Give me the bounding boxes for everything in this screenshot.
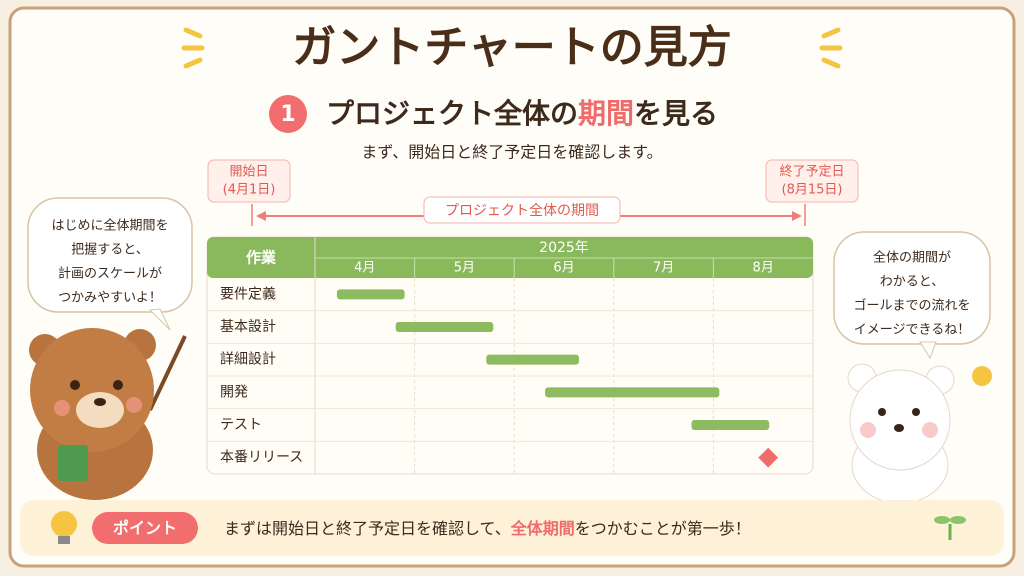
bubble-line: イメージできるね！ — [854, 323, 970, 338]
bubble-line: わかると、 — [880, 275, 944, 290]
month-label: 4月 — [354, 261, 375, 276]
task-label: 詳細設計 — [220, 352, 276, 368]
span-label: プロジェクト全体の期間 — [445, 202, 599, 219]
span-label-box — [423, 196, 621, 224]
task-label: 開発 — [220, 384, 248, 400]
point-bar — [20, 500, 1004, 556]
bulb-icon — [51, 511, 77, 537]
main-title: ガントチャートの見方 — [292, 22, 732, 73]
end-label-title: 終了予定日 — [779, 164, 844, 180]
bubble-line: はじめに全体期間を — [51, 218, 168, 234]
section-title: プロジェクト全体の期間を見る — [326, 97, 718, 130]
year-label: 2025年 — [539, 240, 589, 256]
subtitle: まず、開始日と終了予定日を確認します。 — [361, 143, 662, 162]
task-bar — [545, 387, 720, 398]
right-bubble — [833, 231, 991, 345]
month-label: 8月 — [753, 261, 774, 276]
month-label: 6月 — [553, 261, 574, 276]
milestone — [758, 447, 779, 468]
bubble-tail — [919, 341, 937, 360]
point-part: まずは開始日と終了予定日を確認して、 — [224, 519, 511, 538]
arrow-head — [256, 211, 266, 221]
title-highlight: 期間 — [578, 97, 634, 130]
point-part: をつかむことが第一歩！ — [575, 519, 751, 538]
task-bar — [336, 289, 405, 300]
task-label: 本番リリース — [220, 450, 303, 466]
task-bar — [691, 420, 770, 430]
bubble-line: 全体の期間が — [873, 250, 951, 266]
point-highlight: 全体期間 — [510, 519, 575, 538]
bubble-line: つかみやすいよ！ — [58, 291, 162, 306]
left-bubble — [27, 197, 193, 313]
point-text: まずは開始日と終了予定日を確認して、全体期間をつかむことが第一歩！ — [224, 519, 751, 538]
bubble-line: 把握すると、 — [71, 243, 148, 258]
sparkles — [181, 27, 843, 69]
task-label: 基本設計 — [220, 318, 276, 335]
point-badge-text: ポイント — [113, 519, 177, 538]
task-bar — [395, 322, 494, 332]
task-bar — [486, 354, 579, 365]
start-label-date: (4月1日) — [223, 183, 276, 198]
bulb-base — [58, 536, 70, 544]
month-label: 5月 — [454, 261, 475, 276]
white-bear — [847, 363, 992, 504]
brown-bear — [29, 328, 187, 500]
bubble-line: ゴールまでの流れを — [853, 298, 970, 314]
start-label-title: 開始日 — [229, 165, 268, 180]
start-label-box — [207, 159, 291, 203]
end-label-date: (8月15日) — [782, 183, 843, 198]
title-part: プロジェクト全体の — [326, 97, 578, 130]
sprout-icon — [934, 516, 966, 540]
arrow-head — [792, 211, 802, 221]
bubble-tail — [148, 308, 171, 331]
month-label: 7月 — [653, 261, 674, 276]
number-badge — [269, 95, 307, 133]
point-badge — [92, 512, 198, 544]
task-label: テスト — [220, 417, 262, 433]
bubble-line: 計画のスケールが — [58, 266, 162, 282]
task-label: 要件定義 — [220, 285, 276, 302]
section-number: 1 — [280, 102, 295, 127]
title-part: を見る — [634, 97, 718, 130]
end-label-box — [765, 159, 859, 203]
task-header: 作業 — [246, 249, 277, 267]
